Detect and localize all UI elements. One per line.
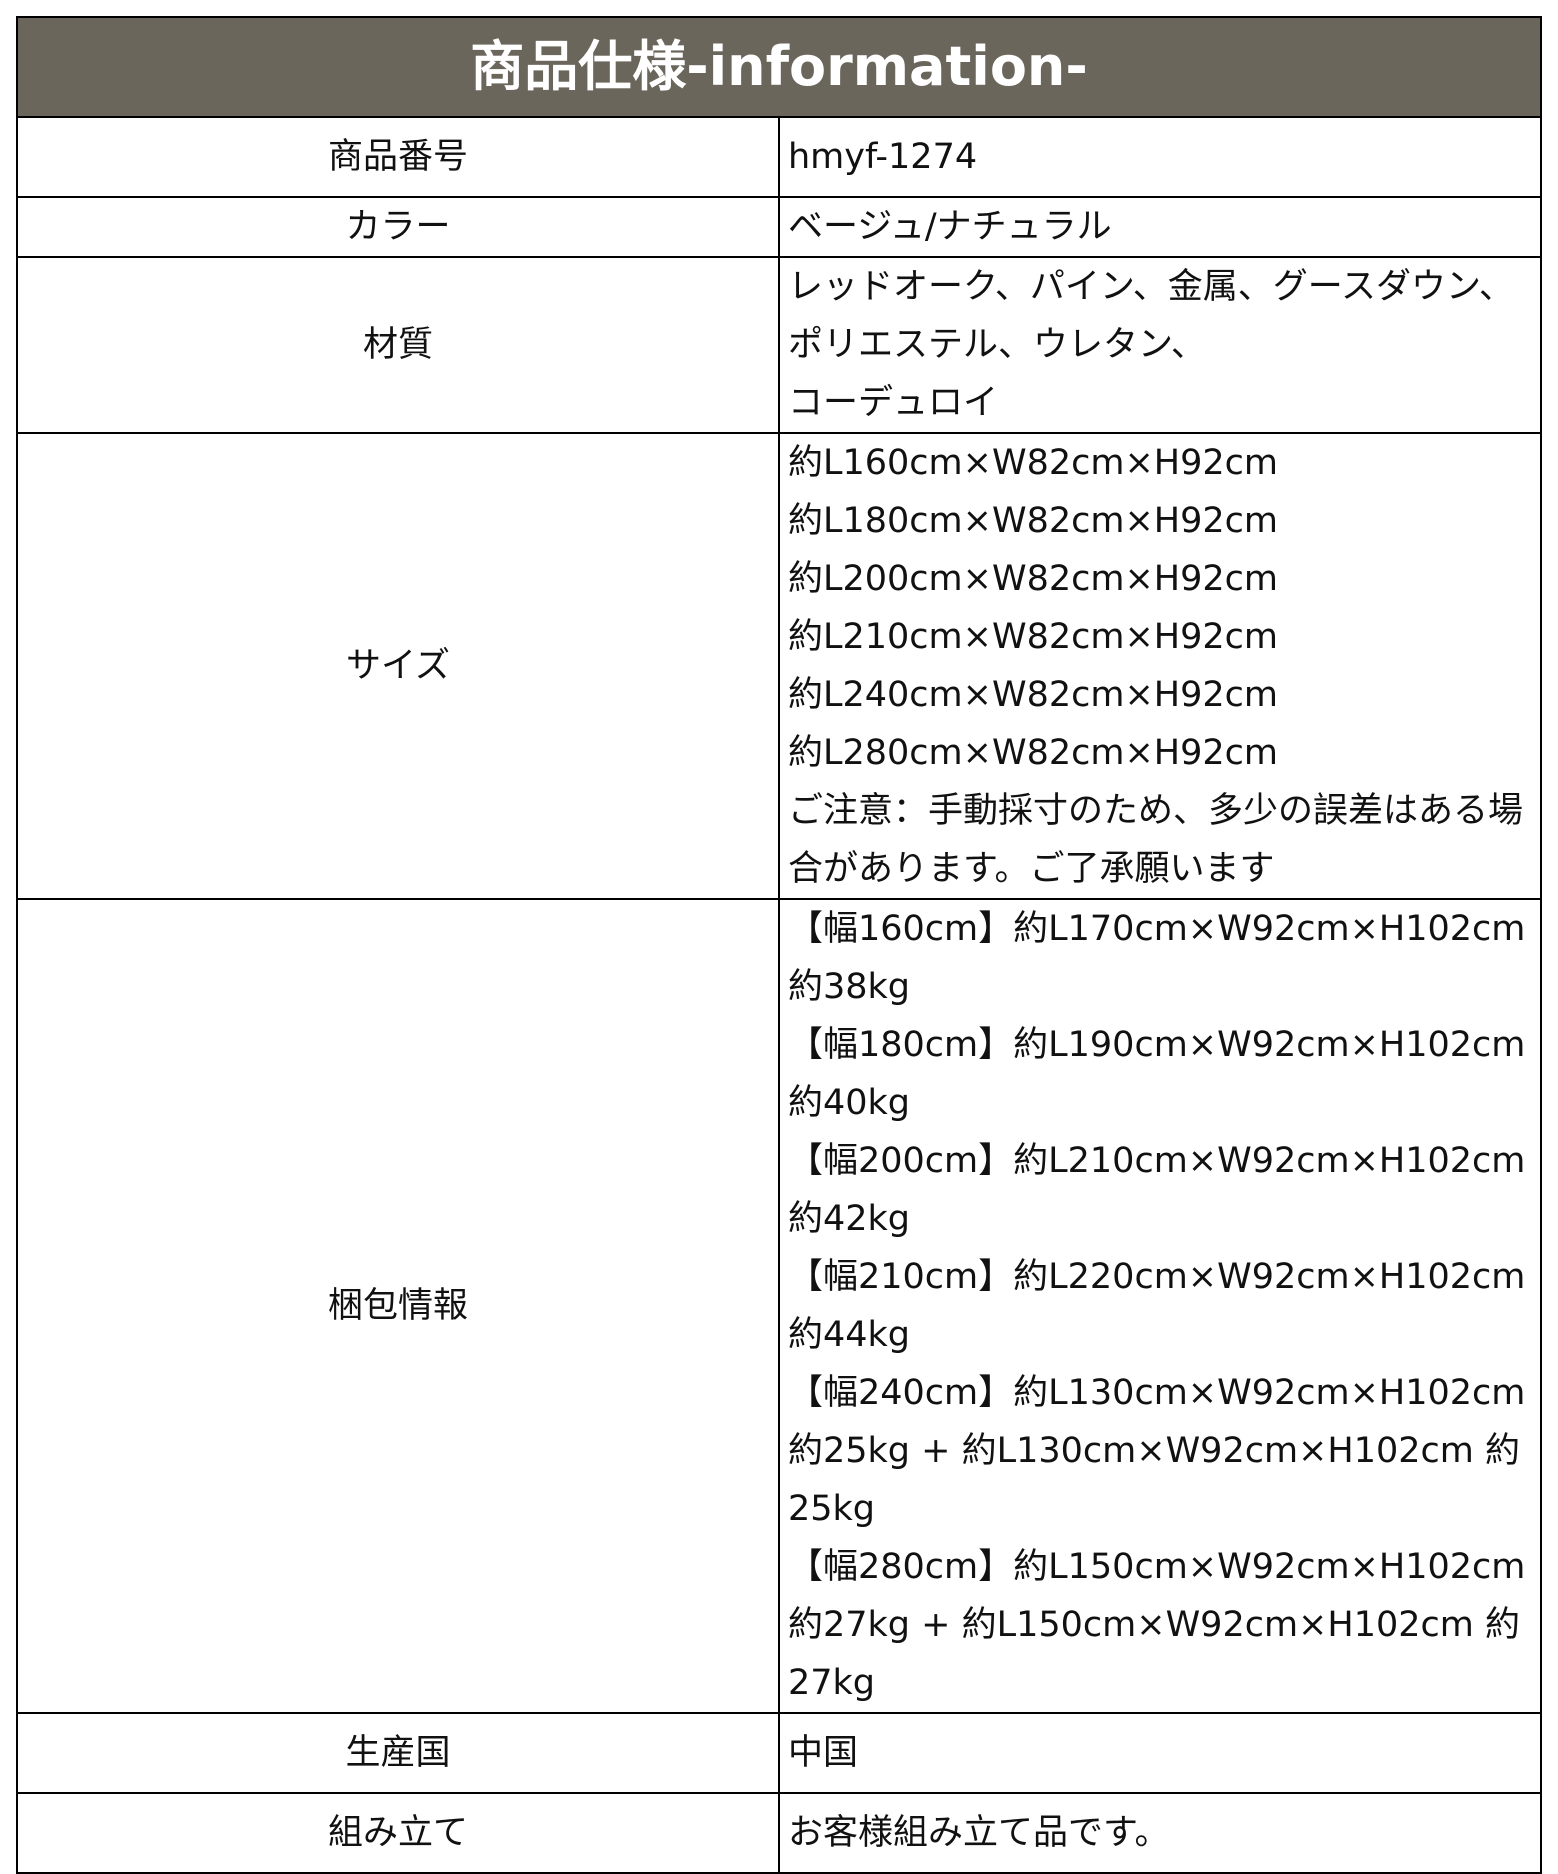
table-row: 組み立て お客様組み立て品です。 bbox=[16, 1792, 1542, 1874]
row-label: 材質 bbox=[16, 256, 780, 434]
value-line: 【幅240cm】約L130cm×W92cm×H102cm 約25kg + 約L1… bbox=[788, 1373, 1537, 1529]
value-line: お客様組み立て品です。 bbox=[788, 1813, 1170, 1853]
row-value: 【幅160cm】約L170cm×W92cm×H102cm 約38kg 【幅180c… bbox=[778, 898, 1542, 1714]
title-row: 商品仕様-information- bbox=[16, 16, 1542, 118]
table-row: 商品番号 hmyf-1274 bbox=[16, 116, 1542, 198]
value-line: 【幅280cm】約L150cm×W92cm×H102cm 約27kg + 約L1… bbox=[788, 1547, 1537, 1703]
row-label: 商品番号 bbox=[16, 116, 780, 198]
row-value: 中国 bbox=[778, 1712, 1542, 1794]
row-label: サイズ bbox=[16, 432, 780, 900]
table-row: カラー ベージュ/ナチュラル bbox=[16, 196, 1542, 258]
table-title: 商品仕様-information- bbox=[16, 16, 1542, 118]
row-value: レッドオーク、パイン、金属、グースダウン、ポリエステル、ウレタン、コーデュロイ bbox=[778, 256, 1542, 434]
row-label: カラー bbox=[16, 196, 780, 258]
value-line: 約L180cm×W82cm×H92cm bbox=[788, 501, 1278, 541]
row-value: 約L160cm×W82cm×H92cm 約L180cm×W82cm×H92cm 約L… bbox=[778, 432, 1542, 900]
row-label: 生産国 bbox=[16, 1712, 780, 1794]
table-row: 材質 レッドオーク、パイン、金属、グースダウン、ポリエステル、ウレタン、コーデュロ… bbox=[16, 256, 1542, 434]
value-line: 【幅180cm】約L190cm×W92cm×H102cm 約40kg bbox=[788, 1025, 1537, 1123]
value-line: 約L160cm×W82cm×H92cm bbox=[788, 443, 1278, 483]
row-label: 梱包情報 bbox=[16, 898, 780, 1714]
spec-table: 商品仕様-information- 商品番号 hmyf-1274 カラー ベージュ/ナ… bbox=[16, 16, 1542, 1874]
row-value: ベージュ/ナチュラル bbox=[778, 196, 1542, 258]
row-value: hmyf-1274 bbox=[778, 116, 1542, 198]
value-line: コーデュロイ bbox=[788, 383, 999, 423]
value-line: hmyf-1274 bbox=[788, 137, 978, 177]
value-line: 約L200cm×W82cm×H92cm bbox=[788, 559, 1278, 599]
value-line: 約L280cm×W82cm×H92cm bbox=[788, 733, 1278, 773]
value-line: 約L210cm×W82cm×H92cm bbox=[788, 617, 1278, 657]
row-label: 組み立て bbox=[16, 1792, 780, 1874]
row-value: お客様組み立て品です。 bbox=[778, 1792, 1542, 1874]
value-line: 【幅210cm】約L220cm×W92cm×H102cm 約44kg bbox=[788, 1257, 1537, 1355]
value-line: 【幅160cm】約L170cm×W92cm×H102cm 約38kg bbox=[788, 909, 1537, 1007]
value-line: ベージュ/ナチュラル bbox=[788, 207, 1112, 247]
table-row: 生産国 中国 bbox=[16, 1712, 1542, 1794]
table-row: サイズ 約L160cm×W82cm×H92cm 約L180cm×W82cm×H92c… bbox=[16, 432, 1542, 900]
value-line: レッドオーク、パイン、金属、グースダウン、ポリエステル、ウレタン、 bbox=[788, 267, 1514, 365]
table-row: 梱包情報 【幅160cm】約L170cm×W92cm×H102cm 約38kg 【幅… bbox=[16, 898, 1542, 1714]
value-line: 中国 bbox=[788, 1733, 859, 1773]
value-line: 約L240cm×W82cm×H92cm bbox=[788, 675, 1278, 715]
value-line: ご注意：手動採寸のため、多少の誤差はある場合があります。ご了承願います bbox=[788, 791, 1524, 889]
value-line: 【幅200cm】約L210cm×W92cm×H102cm 約42kg bbox=[788, 1141, 1537, 1239]
